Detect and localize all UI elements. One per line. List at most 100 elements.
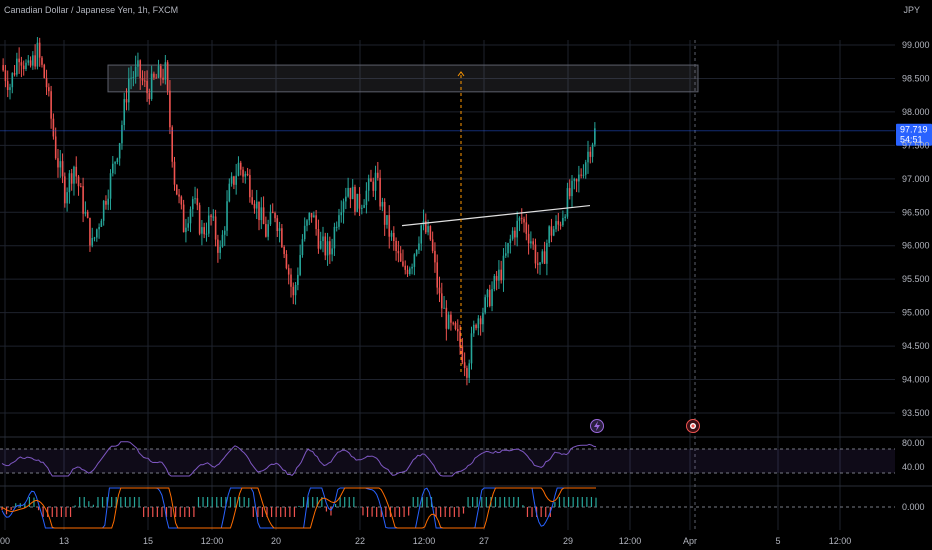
candle-down [397, 250, 400, 254]
candle-up [443, 307, 445, 309]
candle-up [365, 190, 368, 206]
candle-up [347, 187, 349, 197]
macd-histogram-bar [504, 497, 506, 507]
candle-up [313, 215, 315, 218]
macd-histogram-bar [394, 507, 396, 517]
candle-down [38, 42, 41, 58]
candle-up [390, 232, 393, 237]
candle-up [100, 220, 103, 227]
candle-up [32, 55, 34, 66]
target-icon[interactable] [686, 419, 700, 433]
candle-up [573, 179, 576, 181]
candle-down [180, 196, 183, 205]
candle-up [472, 324, 475, 334]
candle-down [162, 77, 164, 80]
macd-histogram-bar [101, 497, 104, 507]
macd-histogram-bar [15, 503, 17, 507]
candle-up [541, 251, 544, 263]
macd-histogram-bar [97, 497, 99, 507]
rsi-tick-label: 40.00 [902, 462, 925, 472]
chart-title: Canadian Dollar / Japanese Yen, 1h, FXCM [4, 5, 179, 15]
candle-down [159, 66, 162, 78]
event-icons [590, 419, 700, 433]
candle-down [475, 324, 477, 329]
macd-histogram-bar [449, 507, 451, 517]
candle-up [114, 162, 116, 164]
macd-histogram-bar [499, 497, 501, 507]
candle-down [82, 186, 84, 214]
candle-up [502, 255, 505, 281]
macd-histogram-bar [165, 507, 168, 517]
candle-up [137, 60, 139, 67]
candle-down [169, 90, 171, 128]
candle-up [367, 178, 370, 191]
candle-up [493, 276, 496, 290]
macd-histogram-bar [24, 502, 26, 507]
macd-histogram-bar [577, 497, 579, 507]
candle-down [456, 329, 459, 332]
candle-down [64, 176, 66, 204]
candle-down [210, 215, 212, 217]
rsi-line [1, 441, 597, 477]
candle-down [34, 55, 36, 67]
macd-histogram-bar [366, 507, 369, 517]
candle-up [340, 212, 343, 216]
candle-down [575, 179, 578, 182]
candle-up [212, 216, 215, 218]
candle-up [477, 318, 480, 329]
candle-up [221, 234, 224, 247]
macd-histogram-bar [357, 506, 359, 508]
candle-down [395, 240, 397, 251]
candle-up [267, 224, 269, 237]
candle-up [468, 363, 471, 378]
candle-up [157, 66, 160, 78]
macd-histogram-bar [481, 497, 483, 507]
time-tick-label: Apr [683, 536, 697, 546]
candle-up [9, 87, 11, 90]
candle-down [242, 169, 244, 177]
macd-histogram-bar [426, 497, 428, 507]
candle-down [580, 174, 582, 176]
candle-up [127, 78, 130, 103]
candle-down [424, 221, 427, 233]
macd-histogram-bar [453, 507, 455, 517]
candle-up [201, 227, 203, 234]
candle-down [281, 228, 283, 247]
candle-up [342, 201, 345, 213]
candle-up [504, 253, 507, 256]
macd-histogram-bar [120, 497, 122, 507]
candle-down [141, 78, 144, 81]
candle-down [4, 70, 7, 82]
candle-down [54, 136, 57, 159]
macd-histogram-bar [312, 497, 314, 507]
lightning-icon[interactable] [590, 419, 604, 433]
candle-down [532, 241, 534, 245]
candle-down [214, 216, 217, 240]
candle-up [150, 73, 153, 99]
macd-histogram-bar [106, 497, 108, 507]
candle-down [440, 293, 443, 309]
candle-up [130, 77, 132, 79]
candle-up [255, 201, 258, 209]
candle-up [36, 42, 39, 67]
macd-histogram-bar [595, 497, 597, 507]
macd-histogram-bar [417, 497, 419, 507]
candle-up [331, 248, 333, 255]
macd-histogram-bar [83, 497, 85, 507]
candle-down [262, 207, 265, 225]
price-badge [896, 123, 932, 146]
candle-up [98, 226, 100, 230]
candle-down [406, 269, 409, 275]
candle-down [461, 346, 464, 363]
candle-down [434, 250, 436, 263]
macd-histogram-bar [184, 507, 186, 517]
candle-down [276, 218, 279, 232]
candle-up [308, 212, 311, 221]
macd-histogram-bar [79, 497, 81, 507]
macd-histogram-bar [10, 507, 12, 511]
candle-down [253, 203, 256, 209]
candle-up [546, 243, 548, 264]
macd-histogram-bar [531, 507, 533, 517]
